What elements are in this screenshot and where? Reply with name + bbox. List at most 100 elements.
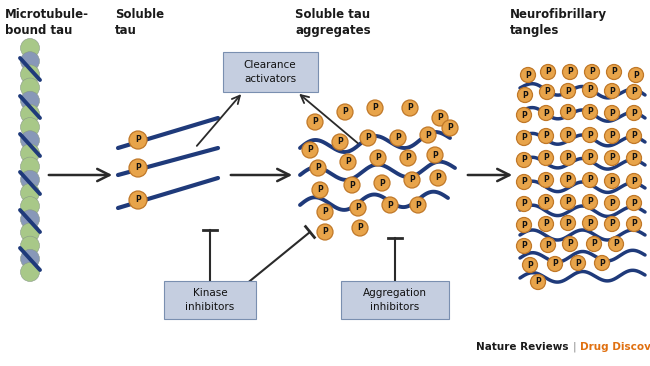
Text: P: P: [365, 134, 371, 142]
Circle shape: [21, 183, 40, 202]
Circle shape: [517, 175, 532, 190]
Circle shape: [370, 150, 386, 166]
Text: Neurofibrillary
tangles: Neurofibrillary tangles: [510, 8, 607, 37]
Circle shape: [604, 150, 619, 165]
Circle shape: [538, 172, 554, 187]
Text: P: P: [631, 108, 637, 117]
Circle shape: [129, 191, 147, 209]
Circle shape: [340, 154, 356, 170]
Circle shape: [571, 255, 586, 270]
Text: P: P: [521, 242, 527, 250]
Circle shape: [560, 216, 575, 231]
Circle shape: [21, 197, 40, 216]
Circle shape: [604, 105, 619, 120]
Circle shape: [541, 64, 556, 79]
Text: P: P: [521, 134, 527, 142]
Text: P: P: [565, 153, 571, 163]
Circle shape: [584, 64, 599, 79]
Text: P: P: [521, 220, 527, 229]
Circle shape: [560, 194, 575, 209]
Circle shape: [540, 85, 554, 100]
Circle shape: [560, 172, 575, 187]
Text: P: P: [609, 108, 615, 117]
Text: P: P: [587, 219, 593, 228]
Circle shape: [538, 105, 554, 120]
Text: P: P: [522, 90, 528, 100]
Text: P: P: [307, 146, 313, 154]
Text: P: P: [565, 131, 571, 139]
Text: P: P: [631, 176, 637, 186]
Circle shape: [21, 236, 40, 255]
Circle shape: [317, 224, 333, 240]
Text: Kinase
inhibitors: Kinase inhibitors: [185, 288, 235, 311]
Circle shape: [21, 144, 40, 163]
Circle shape: [538, 194, 554, 209]
Circle shape: [521, 67, 536, 82]
Text: P: P: [521, 156, 527, 164]
Text: P: P: [525, 71, 531, 79]
Circle shape: [517, 217, 532, 232]
Text: P: P: [345, 157, 351, 167]
Circle shape: [560, 83, 575, 98]
Text: |: |: [573, 341, 577, 352]
Text: P: P: [611, 67, 617, 76]
Circle shape: [21, 157, 40, 176]
Text: P: P: [587, 153, 593, 161]
Circle shape: [517, 197, 532, 212]
Text: P: P: [545, 240, 551, 250]
Circle shape: [21, 249, 40, 268]
Text: P: P: [609, 176, 615, 186]
Circle shape: [547, 257, 562, 272]
Circle shape: [582, 194, 597, 209]
Text: P: P: [543, 153, 549, 163]
Text: Soluble
tau: Soluble tau: [115, 8, 164, 37]
Text: Drug Discovery: Drug Discovery: [580, 342, 650, 352]
Text: P: P: [599, 258, 605, 268]
Circle shape: [627, 105, 642, 120]
Text: P: P: [379, 179, 385, 187]
Circle shape: [21, 170, 40, 189]
Circle shape: [627, 128, 642, 143]
Text: P: P: [633, 71, 639, 79]
Circle shape: [604, 217, 619, 232]
Circle shape: [582, 149, 597, 164]
Text: P: P: [521, 111, 527, 120]
Circle shape: [307, 114, 323, 130]
Text: P: P: [587, 86, 593, 94]
Circle shape: [374, 175, 390, 191]
Circle shape: [432, 110, 448, 126]
Text: P: P: [552, 259, 558, 269]
Circle shape: [538, 128, 554, 143]
Circle shape: [560, 105, 575, 120]
Circle shape: [404, 172, 420, 188]
Text: Microtubule-
bound tau: Microtubule- bound tau: [5, 8, 89, 37]
Circle shape: [562, 236, 577, 251]
Circle shape: [517, 131, 532, 146]
Text: P: P: [565, 198, 571, 206]
Circle shape: [332, 134, 348, 150]
Text: P: P: [322, 208, 328, 217]
Text: P: P: [565, 176, 571, 184]
Text: P: P: [565, 86, 571, 96]
Text: P: P: [372, 104, 378, 112]
Text: P: P: [409, 176, 415, 184]
Circle shape: [21, 117, 40, 137]
Text: P: P: [315, 164, 321, 172]
Circle shape: [538, 217, 554, 232]
Circle shape: [21, 52, 40, 71]
Text: P: P: [317, 186, 323, 194]
FancyBboxPatch shape: [164, 281, 256, 319]
Text: P: P: [587, 108, 593, 116]
Circle shape: [517, 108, 532, 123]
Text: P: P: [543, 176, 549, 184]
Text: P: P: [435, 173, 441, 183]
Circle shape: [317, 204, 333, 220]
Circle shape: [538, 150, 554, 165]
Circle shape: [442, 120, 458, 136]
Circle shape: [629, 67, 644, 82]
Text: P: P: [631, 87, 637, 97]
FancyBboxPatch shape: [341, 281, 449, 319]
Text: P: P: [567, 239, 573, 249]
Text: P: P: [447, 123, 453, 132]
Text: P: P: [357, 224, 363, 232]
